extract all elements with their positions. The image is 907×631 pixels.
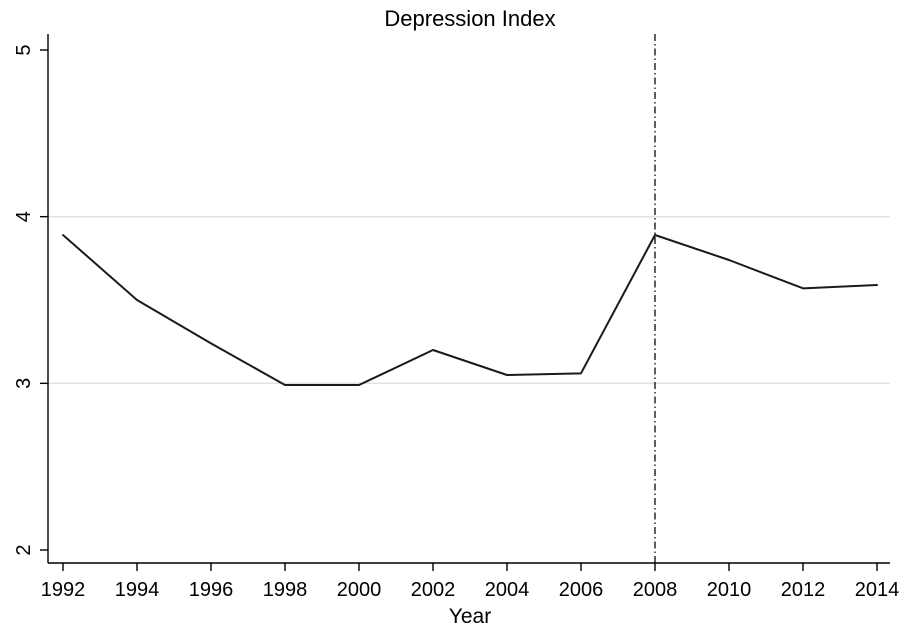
x-tick-label-1996: 1996 bbox=[189, 579, 234, 601]
x-tick-label-2006: 2006 bbox=[559, 579, 604, 601]
x-tick-label-2010: 2010 bbox=[707, 579, 752, 601]
y-tick-label-4: 4 bbox=[13, 211, 35, 222]
x-tick-label-2014: 2014 bbox=[855, 579, 900, 601]
chart-title: Depression Index bbox=[384, 6, 555, 31]
x-tick-label-2008: 2008 bbox=[633, 579, 678, 601]
x-tick-label-2012: 2012 bbox=[781, 579, 826, 601]
y-tick-label-3: 3 bbox=[13, 378, 35, 389]
x-tick-label-2000: 2000 bbox=[337, 579, 382, 601]
y-tick-label-5: 5 bbox=[13, 44, 35, 55]
axes-layer bbox=[47, 34, 890, 564]
x-tick-label-1992: 1992 bbox=[41, 579, 86, 601]
x-tick-label-1998: 1998 bbox=[263, 579, 308, 601]
series-layer bbox=[62, 234, 878, 386]
y-tick-label-2: 2 bbox=[13, 544, 35, 555]
x-tick-label-2002: 2002 bbox=[411, 579, 456, 601]
ticks-layer: 1992 1994 1996 1998 2000 2002 2004 2006 2008 2010… bbox=[13, 44, 899, 601]
x-tick-label-2004: 2004 bbox=[485, 579, 530, 601]
grid-layer bbox=[48, 215, 890, 385]
x-axis-title: Year bbox=[449, 605, 491, 628]
x-tick-label-1994: 1994 bbox=[115, 579, 160, 601]
series-line-0 bbox=[62, 234, 878, 386]
